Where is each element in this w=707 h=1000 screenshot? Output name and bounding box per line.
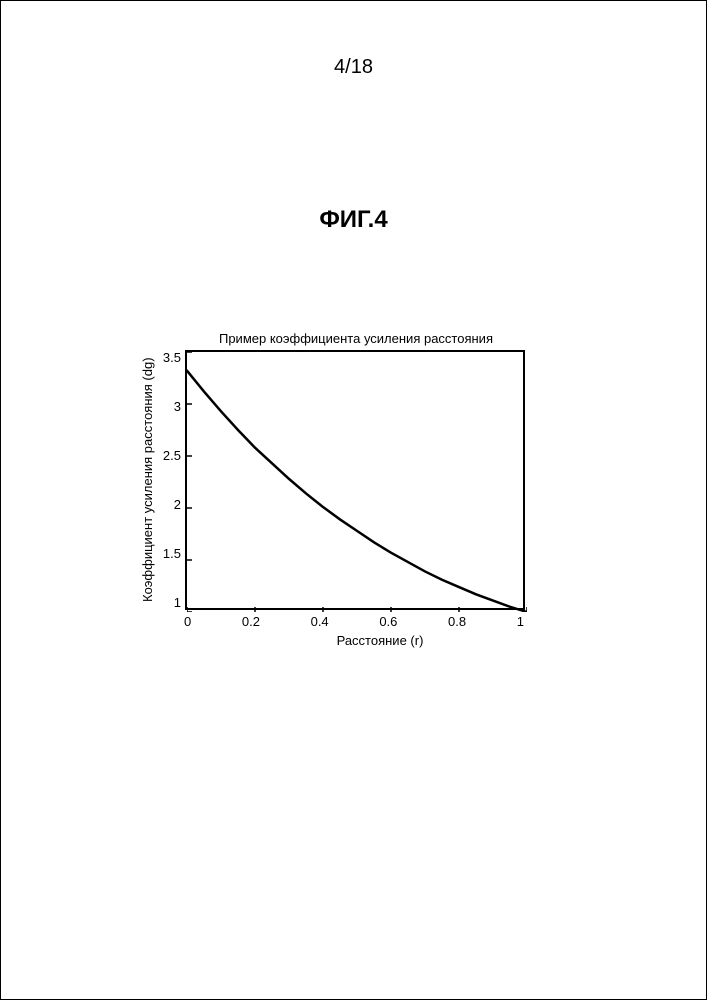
chart-container: Пример коэффициента усиления расстояния … — [136, 331, 576, 661]
x-axis-row: 0 0.2 0.4 0.6 0.8 1 Расстояние (r) — [136, 610, 576, 648]
plot-row: Коэффициент усиления расстояния (dg) 3.5… — [136, 350, 576, 610]
spacer — [154, 610, 184, 648]
y-tick: 2.5 — [155, 448, 181, 463]
x-axis-label: Расстояние (r) — [184, 633, 576, 648]
x-tick: 0.2 — [242, 614, 260, 629]
page-frame: 4/18 ФИГ.4 Пример коэффициента усиления … — [0, 0, 707, 1000]
figure-label: ФИГ.4 — [1, 206, 706, 234]
y-axis-label: Коэффициент усиления расстояния (dg) — [136, 350, 155, 610]
y-tick: 3 — [155, 399, 181, 414]
page-number: 4/18 — [1, 56, 706, 79]
y-tick: 2 — [155, 497, 181, 512]
x-axis-box: 0 0.2 0.4 0.6 0.8 1 Расстояние (r) — [184, 610, 576, 648]
x-tick: 0.8 — [448, 614, 466, 629]
plot-area — [185, 350, 525, 610]
y-tick: 1.5 — [155, 546, 181, 561]
y-tick: 3.5 — [155, 350, 181, 365]
x-tick: 0 — [184, 614, 191, 629]
x-tick: 0.4 — [311, 614, 329, 629]
x-tick: 1 — [517, 614, 524, 629]
spacer — [136, 610, 154, 648]
chart-title: Пример коэффициента усиления расстояния — [136, 331, 576, 346]
y-tick: 1 — [155, 595, 181, 610]
plot-svg — [187, 352, 527, 612]
x-tick-labels: 0 0.2 0.4 0.6 0.8 1 — [184, 614, 524, 629]
y-tick-labels: 3.5 3 2.5 2 1.5 1 — [155, 350, 185, 610]
x-tick: 0.6 — [379, 614, 397, 629]
